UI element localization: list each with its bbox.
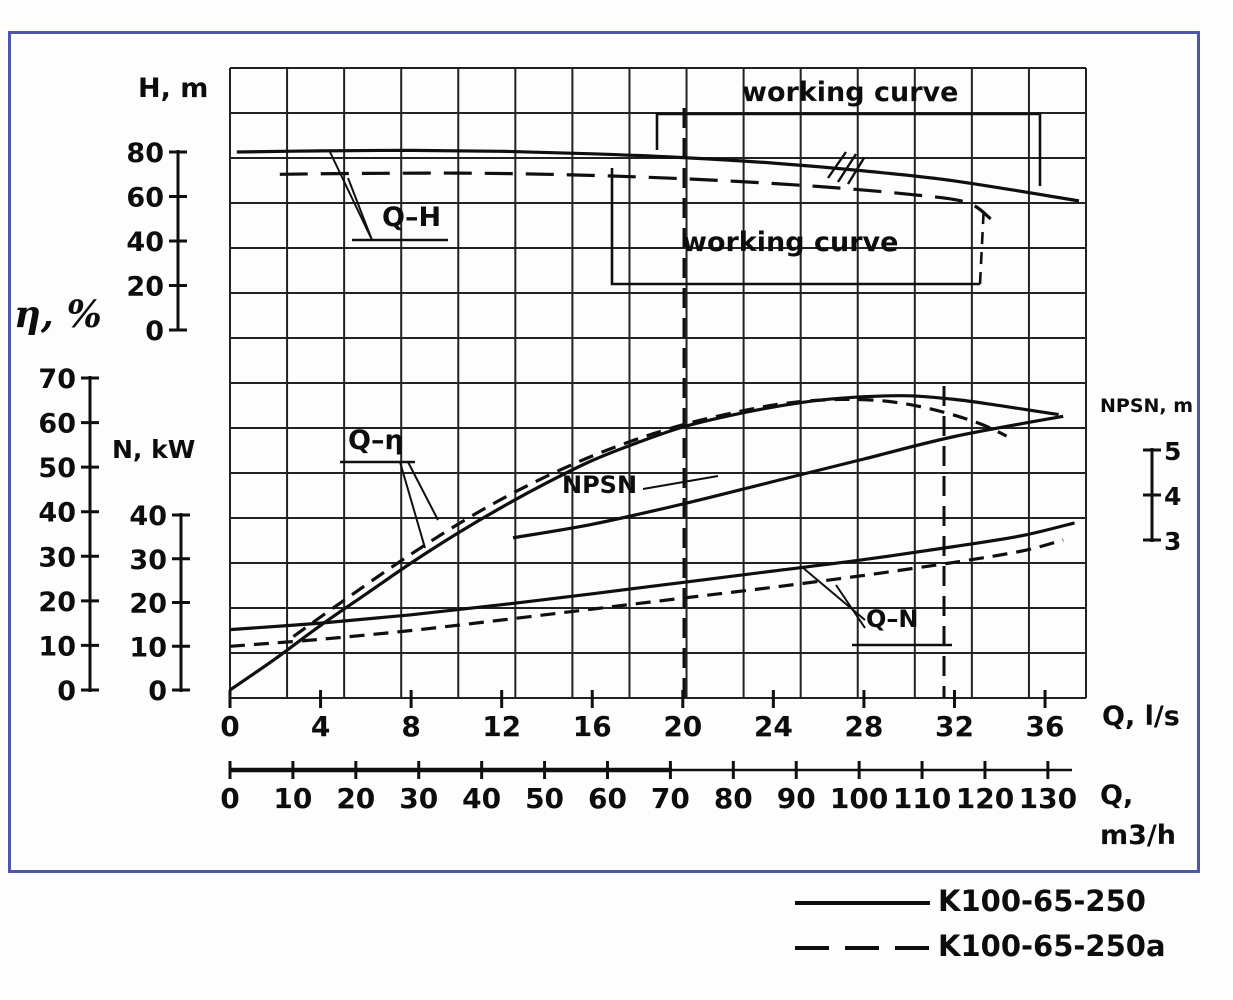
series-q-eta-k100-65-250a <box>292 397 1008 638</box>
qm3h-tick-label: 110 <box>893 782 951 815</box>
axis-tick-label: 40 <box>38 498 76 529</box>
q-m3h-axis-title: Q, m3/h <box>1100 776 1176 856</box>
axis-tick-label: 3 <box>1164 527 1181 556</box>
series-q-eta-k100-65-250 <box>229 394 1059 692</box>
hatch-mark <box>827 151 847 179</box>
working-curve-label-top: working curve <box>742 77 959 108</box>
legend-label-k100-65-250: K100-65-250 <box>938 884 1146 918</box>
axis-tick-label: 60 <box>38 409 76 440</box>
leader-line <box>399 461 426 549</box>
qm3h-tick-label: 100 <box>830 782 888 815</box>
qm3h-tick-label: 60 <box>588 782 627 815</box>
axis-tick-label: 10 <box>38 631 76 662</box>
qm3h-tick-label: 50 <box>525 782 564 815</box>
qls-tick-label: 12 <box>482 710 521 743</box>
qls-tick-label: 20 <box>663 710 702 743</box>
axis-tick-label: 20 <box>38 587 76 618</box>
axis-tick-label: 30 <box>38 542 76 573</box>
q-m3h-axis-title-line1: Q, <box>1100 780 1134 811</box>
axis-tick-label: 50 <box>38 453 76 484</box>
axis-tick-label: 40 <box>129 501 167 532</box>
leader-line <box>835 584 866 629</box>
axis-tick-label: 40 <box>126 227 164 258</box>
series-q-n-k100-65-250 <box>229 521 1075 632</box>
q-ls-axis-title: Q, l/s <box>1102 701 1180 732</box>
qm3h-tick-label: 20 <box>336 782 375 815</box>
q-m3h-axis-title-line2: m3/h <box>1100 820 1177 851</box>
qls-tick-label: 16 <box>573 710 612 743</box>
axis-tick-label: 10 <box>129 632 167 663</box>
working-curve-bracket-end <box>978 203 986 285</box>
qls-tick-label: 4 <box>311 710 330 743</box>
axis-tick-label: 60 <box>126 183 164 214</box>
leader-line <box>347 177 373 241</box>
qls-tick-label: 28 <box>844 710 883 743</box>
series-npsn <box>512 414 1064 540</box>
qm3h-tick-label: 90 <box>777 782 816 815</box>
qm3h-tick-label: 80 <box>714 782 753 815</box>
grid <box>229 67 1088 699</box>
qm3h-tick-label: 0 <box>220 782 239 815</box>
axis-tick-label: 0 <box>145 316 164 347</box>
qls-tick-label: 32 <box>935 710 974 743</box>
qm3h-tick-label: 70 <box>651 782 690 815</box>
series-q-h-k100-65-250 <box>236 148 1080 203</box>
leader-line <box>329 151 373 241</box>
working-curve-bracket-top <box>655 112 1042 186</box>
axis-tick-label: 30 <box>129 545 167 576</box>
axis-tick-label: 5 <box>1164 437 1181 466</box>
qls-tick-label: 0 <box>220 710 239 743</box>
axis-tick-label: 70 <box>38 364 76 395</box>
qm3h-tick-label: 130 <box>1019 782 1077 815</box>
axis-tick-label: 4 <box>1164 482 1181 511</box>
legend-label-k100-65-250a: K100-65-250a <box>938 929 1166 963</box>
qm3h-tick-label: 120 <box>956 782 1014 815</box>
series-q-h-k100-65-250a <box>279 171 992 221</box>
axis-tick-label: 20 <box>129 589 167 620</box>
qls-tick-label: 8 <box>401 710 420 743</box>
qm3h-tick-label: 10 <box>273 782 312 815</box>
qls-tick-label: 36 <box>1026 710 1065 743</box>
eta-axis-title: η, % <box>14 292 102 336</box>
axis-tick-label: 20 <box>126 272 164 303</box>
working-curve-bracket-bottom <box>610 168 980 286</box>
leader-line <box>407 461 439 521</box>
qm3h-tick-label: 30 <box>399 782 438 815</box>
qeta-curve-label: Q–η <box>348 425 404 456</box>
series-q-n-k100-65-250a <box>229 538 1064 648</box>
chart-frame-border <box>8 31 1200 873</box>
qh-curve-label: Q–H <box>382 202 442 233</box>
axis-tick-label: 80 <box>126 138 164 169</box>
n-axis-title: N, kW <box>112 435 196 464</box>
leader-line <box>642 475 719 490</box>
qls-tick-label: 24 <box>754 710 793 743</box>
npsn-curve-label: NPSN <box>562 471 638 499</box>
qm3h-tick-label: 40 <box>462 782 501 815</box>
qn-curve-label: Q–N <box>866 605 919 633</box>
axis-tick-label: 0 <box>148 676 167 707</box>
h-axis-title: H, m <box>138 73 209 104</box>
npsn-axis-title: NPSN, m <box>1100 395 1194 417</box>
working-curve-label-bottom: working curve <box>682 227 899 258</box>
axis-tick-label: 0 <box>57 676 76 707</box>
